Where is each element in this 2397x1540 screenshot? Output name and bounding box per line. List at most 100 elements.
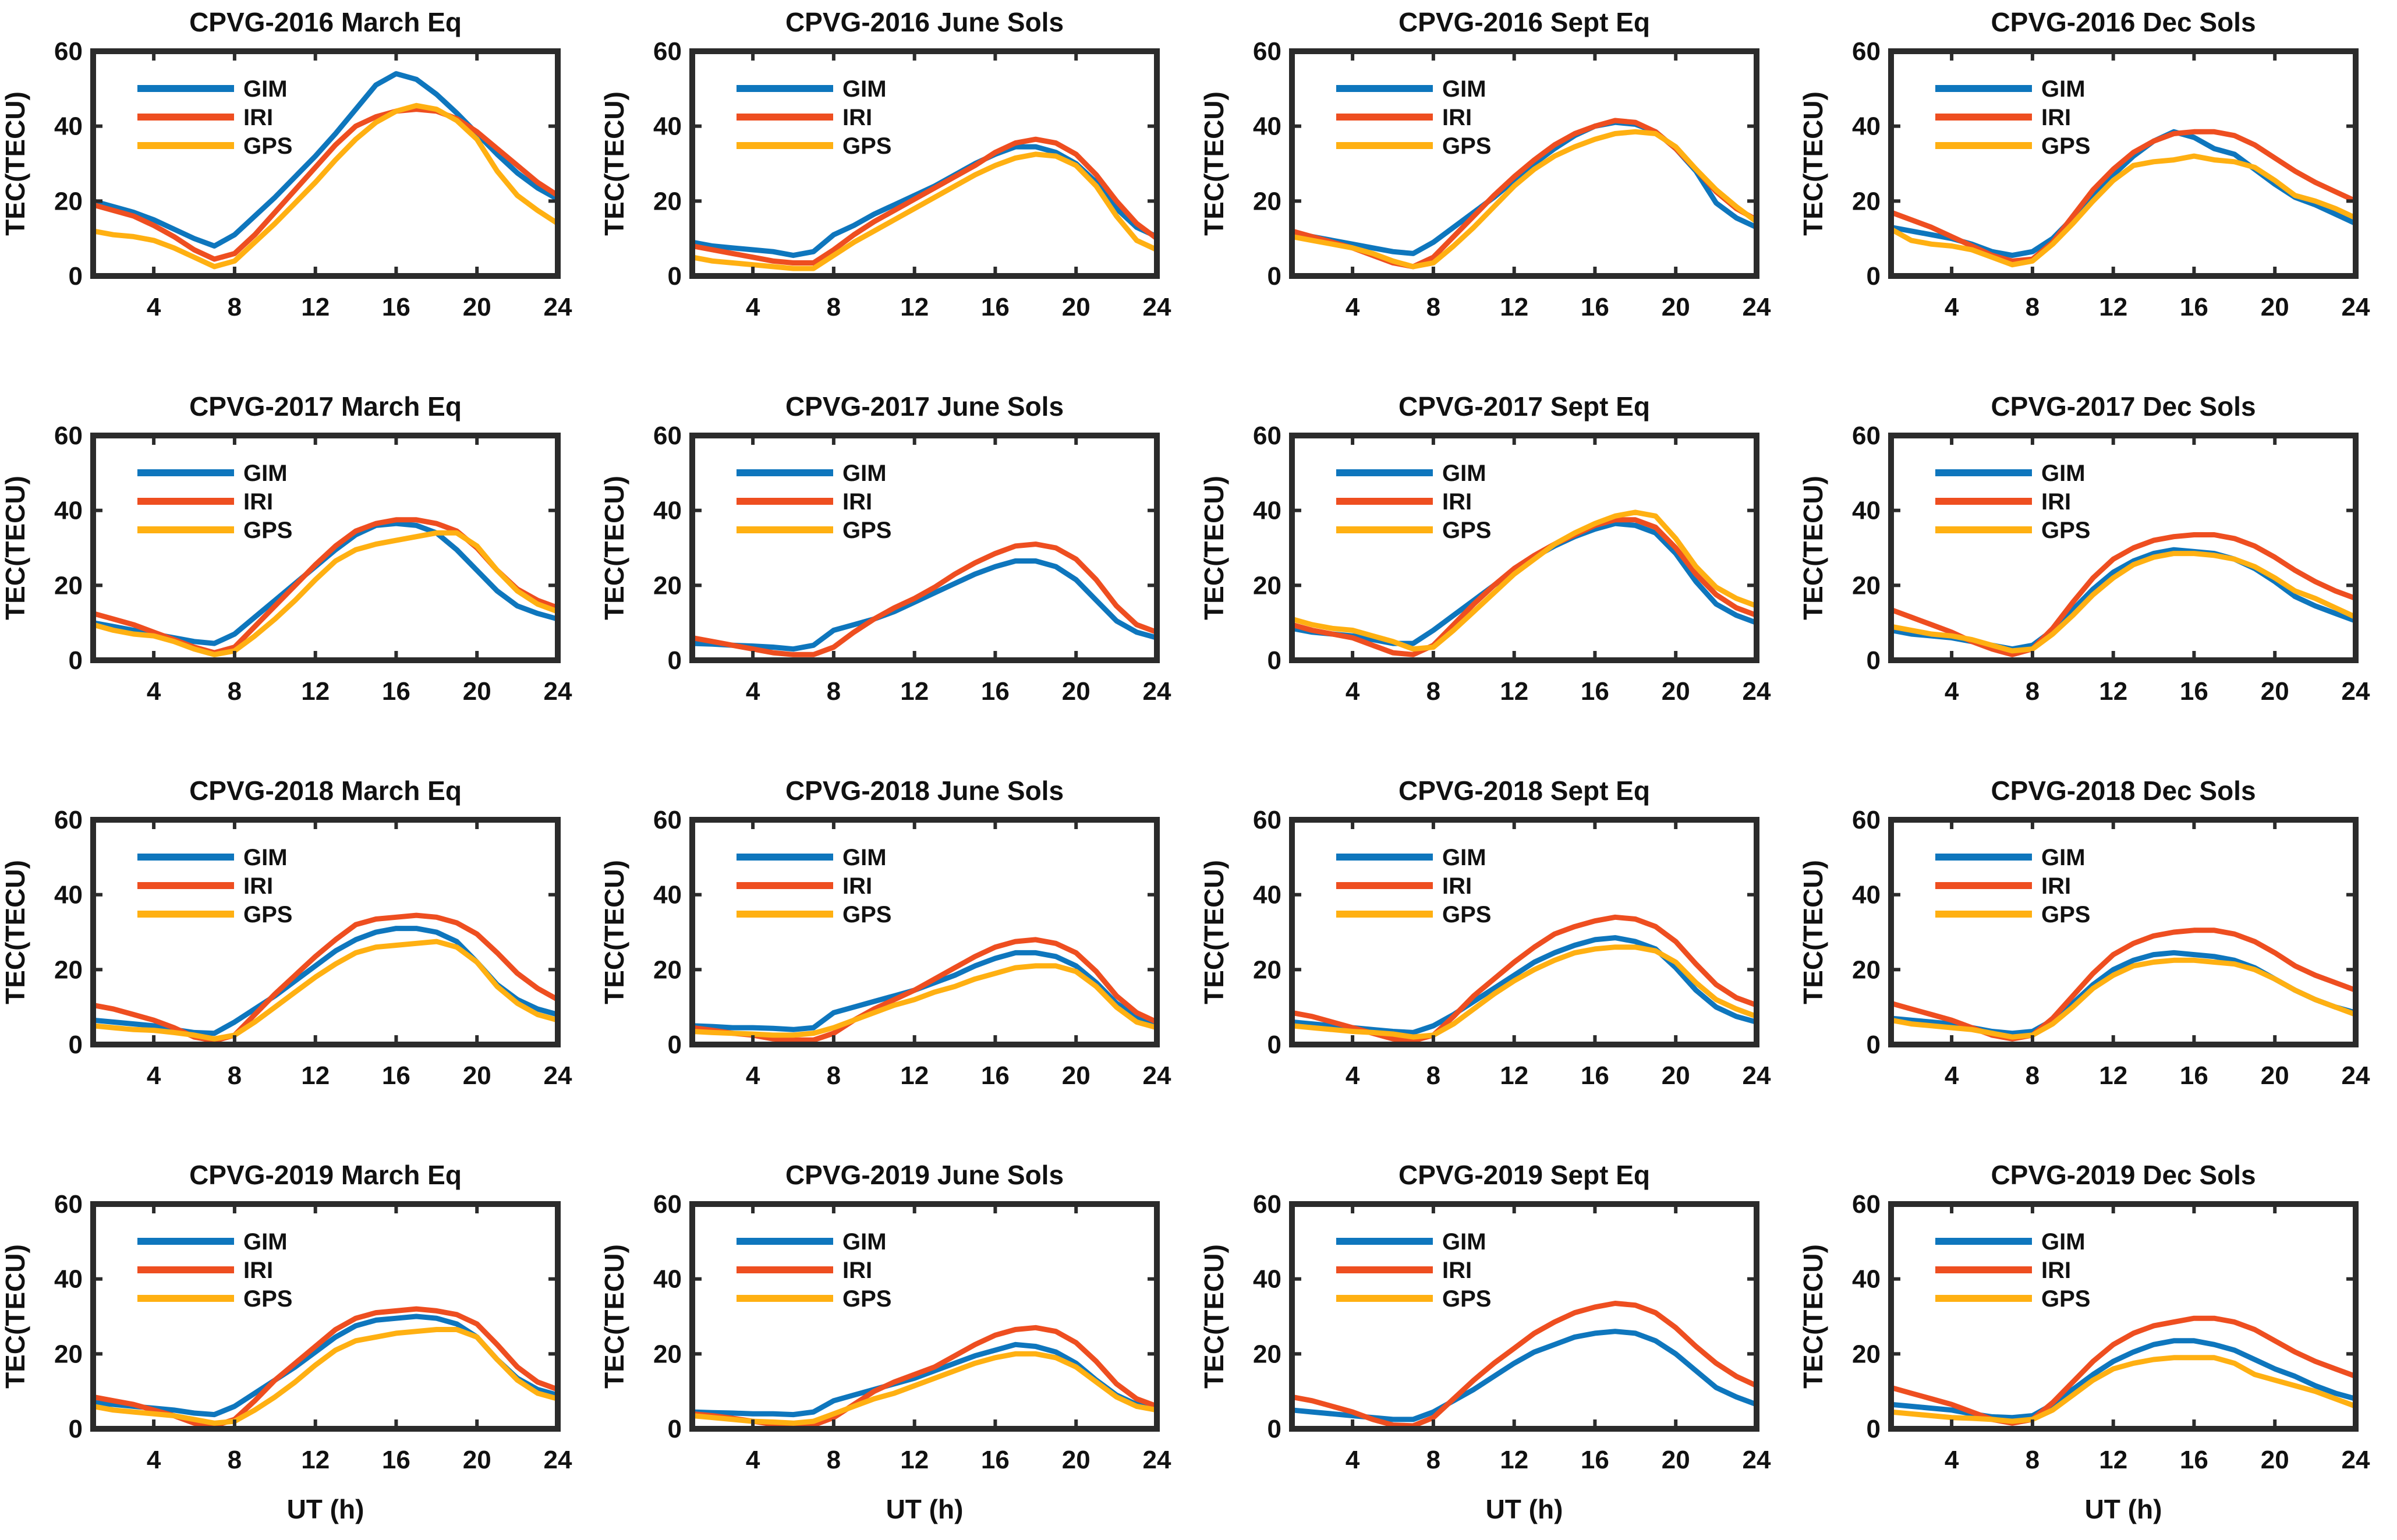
legend-label-gim: GIM <box>1442 76 1486 102</box>
series-line-gps <box>1289 129 1759 270</box>
subplot-cpvg-2016-march-eq: 4 8 12 16 20 24 0 20 40 60 CPVG-2016 March Eq TEC(T… <box>0 0 599 384</box>
x-tick-label: 12 <box>1500 1061 1528 1090</box>
x-tick-label: 8 <box>2026 1446 2040 1474</box>
x-tick-label: 4 <box>1346 293 1360 321</box>
chart-canvas: 4 8 12 16 20 24 0 20 40 60 CPVG-2018 June Sols TEC(… <box>599 776 1171 1090</box>
chart-canvas: 4 8 12 16 20 24 0 20 40 60 CPVG-2018 Dec Sols TEC(T… <box>1798 776 2370 1090</box>
x-tick-label: 8 <box>228 677 242 706</box>
legend-label-gps: GPS <box>2041 518 2090 543</box>
chart-canvas: 4 8 12 16 20 24 0 20 40 60 CPVG-2017 Sept Eq TEC(TE… <box>1199 391 1771 706</box>
legend-label-iri: IRI <box>842 873 872 899</box>
axes-box <box>689 1201 1160 1432</box>
subplot-title: CPVG-2017 Sept Eq <box>1398 391 1650 422</box>
subplot-title: CPVG-2016 June Sols <box>785 7 1064 37</box>
x-tick-label: 16 <box>2180 677 2208 706</box>
y-tick-label: 60 <box>1253 1190 1281 1219</box>
legend-label-gim: GIM <box>243 845 288 870</box>
plot-area <box>692 436 1157 660</box>
subplot-title: CPVG-2017 June Sols <box>785 391 1064 422</box>
subplot-cpvg-2017-dec-sols: 4 8 12 16 20 24 0 20 40 60 CPVG-2017 Dec Sols TEC(T… <box>1798 384 2397 769</box>
subplot-cpvg-2016-dec-sols: 4 8 12 16 20 24 0 20 40 60 CPVG-2016 Dec Sols TEC(T… <box>1798 0 2397 384</box>
legend-label-gps: GPS <box>243 133 292 159</box>
chart-canvas: 4 8 12 16 20 24 0 20 40 60 CPVG-2016 June Sols TEC(… <box>599 7 1171 321</box>
x-tick-label: 16 <box>981 293 1010 321</box>
x-tick-label: 4 <box>1945 293 1959 321</box>
y-tick-label: 60 <box>1253 37 1281 66</box>
legend-label-gim: GIM <box>2041 461 2086 486</box>
series-line-gps <box>689 963 1160 1038</box>
legend-label-gim: GIM <box>842 76 887 102</box>
x-tick-label: 12 <box>901 1446 929 1474</box>
chart-canvas: 4 8 12 16 20 24 0 20 40 60 CPVG-2016 March Eq TEC(T… <box>0 7 572 321</box>
y-tick-label: 20 <box>1852 187 1881 215</box>
legend-label-gps: GPS <box>842 518 891 543</box>
y-tick-label: 60 <box>54 806 83 834</box>
series-line-gps <box>689 151 1160 271</box>
x-tick-label: 16 <box>382 1061 410 1090</box>
legend-label-iri: IRI <box>243 105 273 130</box>
x-tick-label: 24 <box>2342 1446 2370 1474</box>
plot-area <box>692 1204 1157 1429</box>
x-tick-label: 8 <box>827 1446 841 1474</box>
x-tick-label: 20 <box>1062 677 1090 706</box>
y-tick-label: 60 <box>653 37 682 66</box>
x-tick-label: 8 <box>827 1061 841 1090</box>
y-tick-label: 0 <box>1267 646 1281 675</box>
y-axis-label: TEC(TECU) <box>1798 1244 1828 1389</box>
y-tick-label: 40 <box>54 881 83 909</box>
x-tick-label: 12 <box>1500 293 1528 321</box>
series-line-gps <box>90 1327 561 1426</box>
x-tick-label: 20 <box>2261 677 2289 706</box>
y-tick-label: 0 <box>69 646 83 675</box>
y-tick-label: 60 <box>1253 422 1281 450</box>
x-tick-label: 16 <box>382 677 410 706</box>
x-tick-label: 4 <box>1346 1061 1360 1090</box>
y-tick-label: 60 <box>653 422 682 450</box>
series-line-iri <box>689 937 1160 1043</box>
legend-label-iri: IRI <box>2041 105 2071 130</box>
x-tick-label: 8 <box>827 677 841 706</box>
y-axis-label: TEC(TECU) <box>599 476 629 620</box>
y-tick-label: 0 <box>1867 262 1881 291</box>
series-line-gim <box>689 558 1160 652</box>
y-tick-label: 40 <box>1852 1265 1881 1294</box>
x-tick-label: 12 <box>901 677 929 706</box>
axes-box <box>90 48 561 279</box>
y-tick-label: 20 <box>1253 187 1281 215</box>
x-tick-label: 20 <box>463 293 491 321</box>
y-tick-label: 20 <box>1852 1340 1881 1368</box>
plot-area <box>93 1204 558 1429</box>
subplot-cpvg-2019-sept-eq: 4 8 12 16 20 24 0 20 40 60 CPVG-2019 Sept Eq TEC(TE… <box>1199 1153 1798 1537</box>
x-tick-label: 20 <box>2261 1446 2289 1474</box>
x-axis-label: UT (h) <box>1485 1494 1563 1524</box>
axes-box <box>90 817 561 1047</box>
legend-label-gps: GPS <box>842 1286 891 1312</box>
y-tick-label: 40 <box>1253 497 1281 525</box>
y-axis-label: TEC(TECU) <box>1199 860 1229 1004</box>
legend-label-gim: GIM <box>842 1229 887 1255</box>
legend-label-gps: GPS <box>243 1286 292 1312</box>
series-line-gps <box>689 1351 1160 1426</box>
chart-canvas: 4 8 12 16 20 24 0 20 40 60 CPVG-2017 June Sols TEC(… <box>599 391 1171 706</box>
x-tick-label: 8 <box>2026 1061 2040 1090</box>
series-line-gps <box>1888 153 2359 268</box>
x-tick-label: 8 <box>1426 293 1440 321</box>
legend-label-iri: IRI <box>2041 1258 2071 1283</box>
x-tick-label: 12 <box>901 293 929 321</box>
chart-canvas: 4 8 12 16 20 24 0 20 40 60 CPVG-2019 Sept Eq TEC(TE… <box>1199 1160 1771 1524</box>
x-tick-label: 24 <box>1143 677 1171 706</box>
x-tick-label: 8 <box>228 1061 242 1090</box>
series-line-iri <box>1289 1301 1759 1429</box>
y-tick-label: 20 <box>54 1340 83 1368</box>
x-axis-label: UT (h) <box>886 1494 964 1524</box>
chart-canvas: 4 8 12 16 20 24 0 20 40 60 CPVG-2016 Dec Sols TEC(T… <box>1798 7 2370 321</box>
x-tick-label: 20 <box>2261 293 2289 321</box>
y-tick-label: 20 <box>653 955 682 984</box>
x-tick-label: 12 <box>2099 677 2127 706</box>
y-tick-label: 0 <box>69 262 83 291</box>
y-tick-label: 60 <box>54 422 83 450</box>
plot-area <box>93 436 558 660</box>
series-line-iri <box>1888 129 2359 264</box>
legend-label-gps: GPS <box>243 902 292 927</box>
plot-area <box>692 820 1157 1045</box>
